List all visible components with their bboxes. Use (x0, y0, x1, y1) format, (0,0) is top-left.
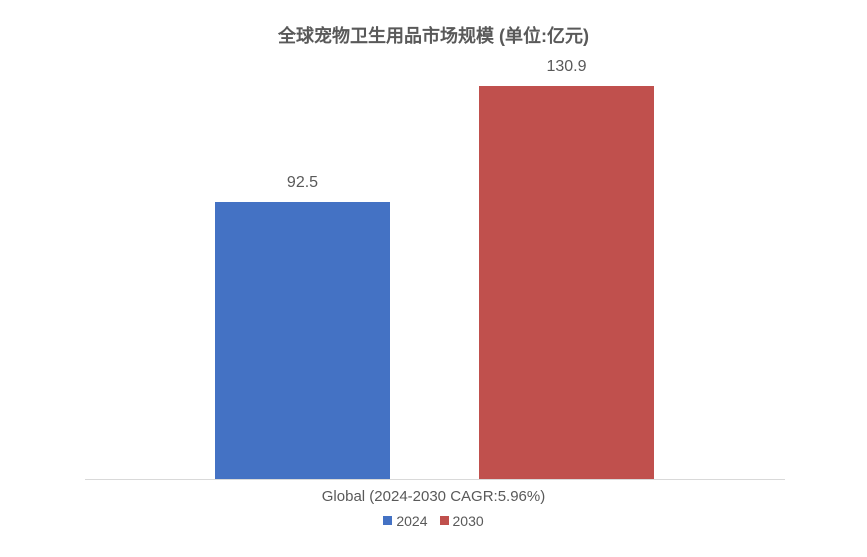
bar-label-1: 130.9 (479, 58, 654, 76)
bar-label-0: 92.5 (215, 174, 390, 192)
bar-1: 130.9 (479, 86, 654, 479)
legend: 2024 2030 (0, 512, 867, 529)
x-axis-label: Global (2024-2030 CAGR:5.96%) (0, 488, 867, 505)
plot-area: 92.5 130.9 (85, 60, 785, 480)
legend-label-1: 2030 (453, 513, 484, 529)
chart-container: 全球宠物卫生用品市场规模 (单位:亿元) 92.5 130.9 Global (2… (0, 0, 867, 557)
legend-swatch-1 (440, 516, 449, 525)
legend-swatch-0 (383, 516, 392, 525)
legend-label-0: 2024 (396, 513, 427, 529)
bar-0: 92.5 (215, 202, 390, 480)
chart-title: 全球宠物卫生用品市场规模 (单位:亿元) (0, 22, 867, 48)
legend-item-1: 2030 (440, 513, 484, 529)
legend-item-0: 2024 (383, 513, 427, 529)
